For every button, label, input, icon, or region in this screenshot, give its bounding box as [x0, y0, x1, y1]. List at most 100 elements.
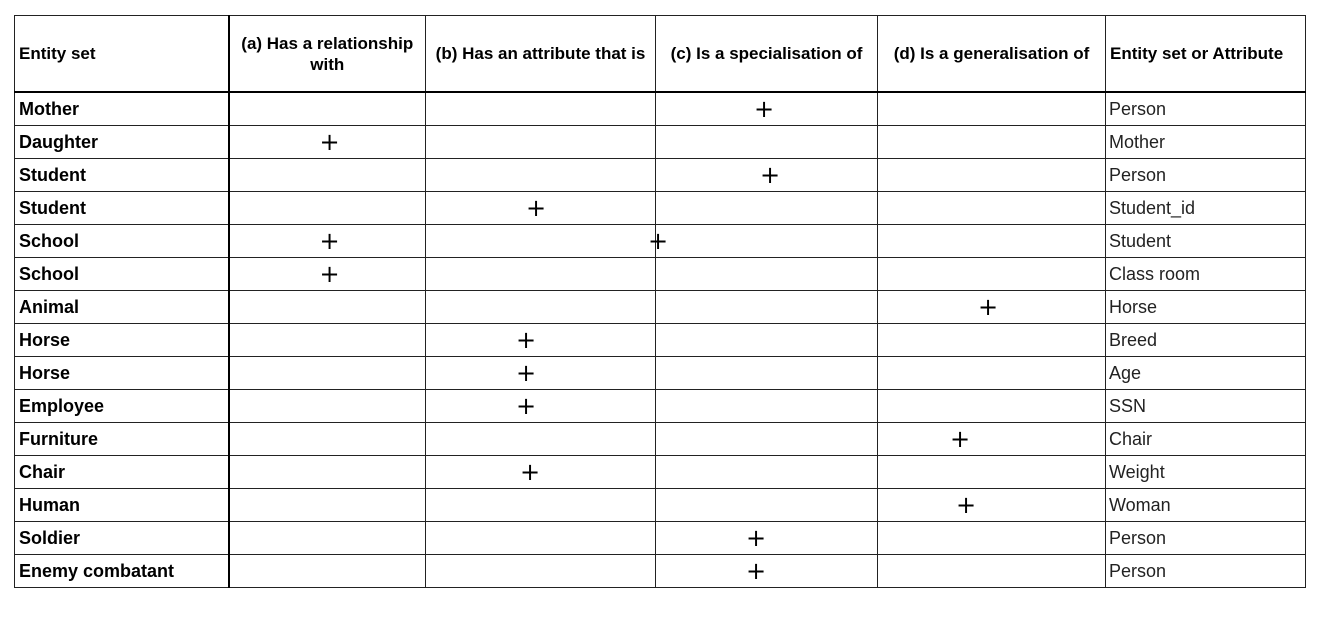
target-cell: Breed	[1105, 323, 1306, 357]
table-row: Student + Student_id	[14, 191, 1306, 225]
has-attribute-cell: +	[425, 323, 656, 357]
table-row: Enemy combatant + Person	[14, 554, 1306, 588]
plus-mark: +	[746, 524, 767, 552]
plus-mark: +	[319, 227, 340, 255]
plus-mark: +	[760, 161, 781, 189]
plus-mark: +	[516, 326, 537, 354]
generalisation-cell	[877, 554, 1106, 588]
generalisation-cell	[877, 521, 1106, 555]
plus-mark: +	[319, 260, 340, 288]
table-row: Soldier + Person	[14, 521, 1306, 555]
generalisation-cell	[877, 224, 1106, 258]
has-attribute-cell: +	[425, 455, 656, 489]
has-attribute-cell	[425, 521, 656, 555]
table-body: Mother + Person Daughter + Mother Student + Pers…	[14, 91, 1306, 588]
has-relationship-cell	[228, 356, 426, 390]
table-row: School + Class room	[14, 257, 1306, 291]
entity-cell: School	[14, 257, 230, 291]
has-relationship-cell	[228, 191, 426, 225]
generalisation-cell	[877, 389, 1106, 423]
has-attribute-cell	[425, 224, 656, 258]
generalisation-cell: +	[877, 290, 1106, 324]
has-attribute-cell	[425, 554, 656, 588]
specialisation-cell	[655, 488, 878, 522]
generalisation-cell	[877, 158, 1106, 192]
generalisation-cell: +	[877, 422, 1106, 456]
specialisation-cell	[655, 389, 878, 423]
entity-cell: Horse	[14, 323, 230, 357]
plus-mark: +	[950, 425, 971, 453]
entity-cell: Human	[14, 488, 230, 522]
generalisation-cell: +	[877, 488, 1106, 522]
target-cell: Mother	[1105, 125, 1306, 159]
generalisation-cell	[877, 91, 1106, 126]
has-relationship-cell	[228, 521, 426, 555]
target-cell: Person	[1105, 521, 1306, 555]
entity-cell: Soldier	[14, 521, 230, 555]
header-entity-or-attribute: Entity set or Attribute	[1105, 15, 1306, 93]
plus-mark: +	[319, 128, 340, 156]
header-entity-set: Entity set	[14, 15, 230, 93]
has-attribute-cell	[425, 158, 656, 192]
plus-mark: +	[746, 557, 767, 585]
specialisation-cell: +	[648, 224, 878, 258]
generalisation-cell	[877, 125, 1106, 159]
entity-cell: Student	[14, 191, 230, 225]
has-attribute-cell	[425, 290, 656, 324]
table-row: Human + Woman	[14, 488, 1306, 522]
generalisation-cell	[877, 356, 1106, 390]
has-attribute-cell	[425, 422, 656, 456]
target-cell: Person	[1105, 554, 1306, 588]
entity-cell: Furniture	[14, 422, 230, 456]
has-attribute-cell	[425, 257, 656, 291]
specialisation-cell: +	[655, 554, 878, 588]
target-cell: Class room	[1105, 257, 1306, 291]
target-cell: Student	[1105, 224, 1306, 258]
plus-mark: +	[956, 491, 977, 519]
table-row: Student + Person	[14, 158, 1306, 192]
generalisation-cell	[877, 191, 1106, 225]
has-relationship-cell	[228, 323, 426, 357]
target-cell: Chair	[1105, 422, 1306, 456]
has-attribute-cell: +	[425, 389, 656, 423]
target-cell: Weight	[1105, 455, 1306, 489]
has-attribute-cell: +	[425, 191, 656, 225]
plus-mark: +	[516, 392, 537, 420]
plus-mark: +	[526, 194, 547, 222]
target-cell: Woman	[1105, 488, 1306, 522]
entity-cell: Daughter	[14, 125, 230, 159]
plus-mark: +	[516, 359, 537, 387]
entity-cell: Chair	[14, 455, 230, 489]
has-relationship-cell	[228, 91, 426, 126]
target-cell: Person	[1105, 91, 1306, 126]
entity-cell: School	[14, 224, 230, 258]
has-relationship-cell	[228, 290, 426, 324]
header-row: Entity set (a) Has a relationship with (…	[14, 15, 1306, 93]
specialisation-cell	[655, 323, 878, 357]
entity-relationship-table: Entity set (a) Has a relationship with (…	[14, 15, 1306, 588]
entity-cell: Employee	[14, 389, 230, 423]
has-attribute-cell	[425, 488, 656, 522]
specialisation-cell	[655, 356, 878, 390]
target-cell: Horse	[1105, 290, 1306, 324]
specialisation-cell	[655, 290, 878, 324]
specialisation-cell: +	[655, 91, 878, 126]
header-has-relationship: (a) Has a relationship with	[228, 15, 426, 93]
specialisation-cell: +	[655, 158, 878, 192]
target-cell: Student_id	[1105, 191, 1306, 225]
table-row: Animal + Horse	[14, 290, 1306, 324]
table-row: Chair + Weight	[14, 455, 1306, 489]
header-generalisation: (d) Is a generalisation of	[877, 15, 1106, 93]
entity-cell: Enemy combatant	[14, 554, 230, 588]
has-relationship-cell: +	[228, 257, 426, 291]
table-row: Employee + SSN	[14, 389, 1306, 423]
specialisation-cell	[655, 191, 878, 225]
specialisation-cell	[655, 455, 878, 489]
table-row: School + + Student	[14, 224, 1306, 258]
plus-mark: +	[648, 227, 669, 255]
has-relationship-cell	[228, 422, 426, 456]
header-specialisation: (c) Is a specialisation of	[655, 15, 878, 93]
target-cell: SSN	[1105, 389, 1306, 423]
table-row: Daughter + Mother	[14, 125, 1306, 159]
has-relationship-cell: +	[228, 125, 426, 159]
